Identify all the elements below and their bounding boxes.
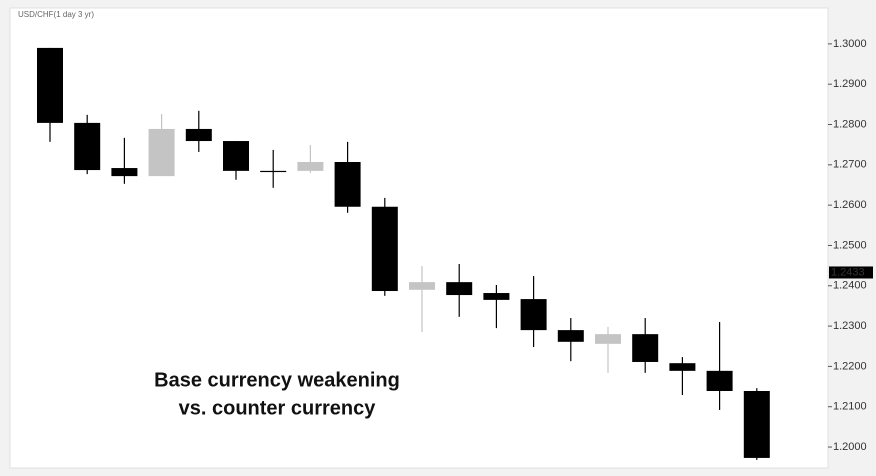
y-tick-label: 1.2500 [833,239,867,251]
candle-body [297,162,324,171]
current-price-label: 1.2433 [831,266,865,278]
candle-body [669,363,696,371]
y-tick-label: 1.2400 [833,280,867,292]
annotation: Base currency weakening [154,369,400,391]
candle-body [37,47,63,123]
annotation: vs. counter currency [179,397,377,419]
plot-area [9,7,829,469]
candle-body [632,334,659,362]
candle-body [743,390,770,458]
candle-body [334,162,361,207]
candle-body [260,170,287,173]
y-tick-label: 1.2300 [833,320,867,332]
candle-body [74,122,101,171]
y-tick-label: 1.2600 [833,199,867,211]
candle-body [520,299,547,331]
candle-body [595,334,621,344]
current-price-box [829,266,873,279]
y-tick-label: 1.2800 [833,118,867,130]
candle-body [557,330,584,342]
candle-body [223,141,249,171]
candle-body [483,293,510,300]
candle-body [409,282,435,290]
candle-body [185,128,212,142]
candle-body [371,206,398,292]
candle-body [706,370,733,391]
y-tick-label: 1.2900 [833,78,867,90]
y-tick-label: 1.2200 [833,360,867,372]
y-tick-label: 1.2700 [833,159,867,171]
y-tick-label: 1.2000 [833,441,867,453]
candle-body [148,128,175,177]
candle-body [111,168,138,177]
y-tick-label: 1.2100 [833,401,867,413]
candle-body [446,282,473,296]
chart-title: USD/CHF(1 day 3 yr) [18,10,94,19]
y-tick-label: 1.3000 [833,38,867,50]
